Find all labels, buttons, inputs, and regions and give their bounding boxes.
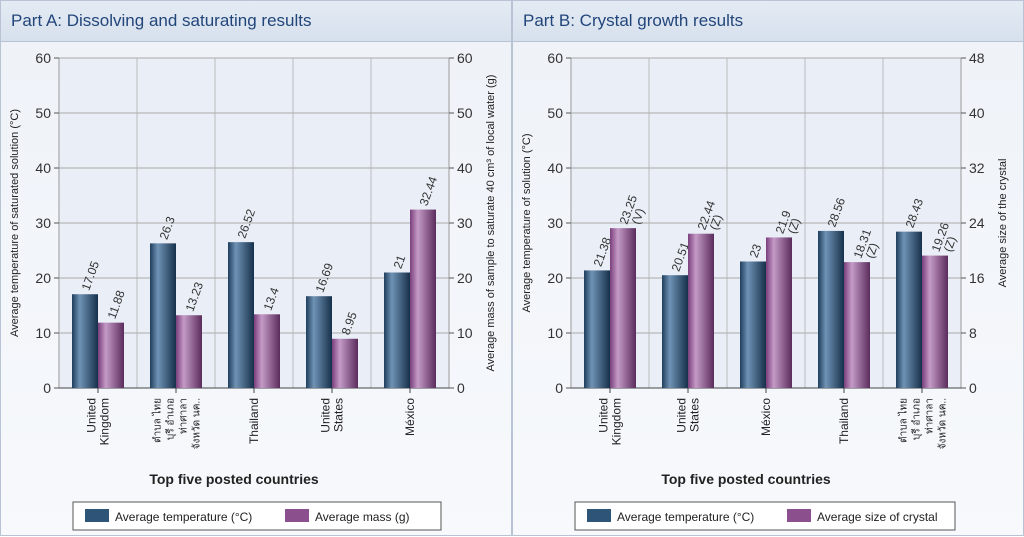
bar-mass (254, 314, 280, 388)
y-tick-label: 0 (555, 380, 563, 396)
y-tick-label: 50 (35, 105, 51, 121)
y2-tick-label: 60 (457, 50, 473, 66)
bar-temperature (740, 261, 766, 388)
y-tick-label: 50 (547, 105, 563, 121)
legend-label: Average size of crystal (817, 510, 938, 524)
y-axis-label: Average temperature of solution (°C) (521, 133, 533, 312)
data-label: 23 (747, 242, 765, 260)
x-tick-label: Thailand (247, 398, 261, 444)
data-label: (Z) (707, 213, 725, 232)
legend-swatch (85, 509, 109, 522)
y-tick-label: 30 (35, 215, 51, 231)
x-tick-label: ท่าศาลา (925, 398, 936, 434)
chart-part-b: 0 10 20 30 40 50 60 0 8 16 24 32 40 48 Average tempera… (521, 50, 1009, 531)
bar-temperature (896, 231, 922, 388)
legend-label: Average mass (g) (315, 510, 409, 524)
legend-swatch (587, 509, 611, 522)
y2-tick-label: 0 (457, 380, 465, 396)
y-tick-label: 20 (35, 270, 51, 286)
bar-temperature (150, 243, 176, 388)
data-label: (Z) (785, 216, 803, 235)
panel-title: Part A: Dissolving and saturating result… (1, 1, 511, 42)
x-tick-label: México (759, 398, 773, 436)
y2-tick-label: 30 (457, 215, 473, 231)
x-tick-label: States (688, 398, 702, 432)
y2-tick-label: 50 (457, 105, 473, 121)
y2-tick-label: 24 (969, 215, 985, 231)
bar-mass (610, 228, 636, 388)
y-tick-label: 60 (35, 50, 51, 66)
x-tick-label: United (597, 398, 611, 433)
y-tick-label: 10 (35, 325, 51, 341)
panel-part-a: Part A: Dissolving and saturating result… (0, 0, 512, 536)
x-tick-label: ตำบล ไทย (152, 398, 164, 443)
bar-mass (844, 262, 870, 388)
legend (72, 501, 442, 531)
y-tick-label: 10 (547, 325, 563, 341)
x-tick-label: United (319, 398, 333, 433)
y2-tick-label: 32 (969, 160, 985, 176)
x-tick-label: Kingdom (98, 398, 112, 445)
chart-part-a: 0 10 20 30 40 50 60 0 10 20 30 40 50 60 Average temper… (9, 50, 497, 531)
data-label: 21 (391, 253, 409, 271)
x-axis-label: Top five posted countries (661, 471, 831, 487)
x-tick-label: ตำบล ไทย (898, 398, 910, 443)
y-tick-label: 40 (547, 160, 563, 176)
y2-tick-label: 40 (457, 160, 473, 176)
x-axis-label: Top five posted countries (149, 471, 319, 487)
bar-temperature (818, 230, 844, 388)
bar-mass (688, 233, 714, 388)
data-label: (Z) (863, 241, 881, 260)
bar-temperature (384, 272, 410, 388)
x-tick-label: ท่าศาลา (179, 398, 190, 434)
x-tick-label: บุรี อำเภอ (165, 398, 177, 440)
y-tick-label: 60 (547, 50, 563, 66)
y2-tick-label: 0 (969, 380, 977, 396)
legend-swatch (787, 509, 811, 522)
y-tick-label: 20 (547, 270, 563, 286)
y2-tick-label: 8 (969, 325, 977, 341)
bar-temperature (228, 242, 254, 388)
bar-mass (410, 209, 436, 388)
x-tick-label: Kingdom (610, 398, 624, 445)
data-label: (V) (629, 206, 648, 226)
y2-tick-label: 16 (969, 270, 985, 286)
bar-temperature (584, 270, 610, 388)
bar-mass (176, 315, 202, 388)
data-label: (Z) (941, 234, 959, 253)
bar-temperature (306, 296, 332, 388)
y-tick-label: 40 (35, 160, 51, 176)
bar-mass (98, 322, 124, 388)
bar-mass (766, 237, 792, 388)
panel-part-b: Part B: Crystal growth results 0 10 20 30 40… (512, 0, 1024, 536)
legend-swatch (285, 509, 309, 522)
y2-tick-label: 10 (457, 325, 473, 341)
panel-title: Part B: Crystal growth results (513, 1, 1023, 42)
legend-label: Average temperature (°C) (115, 510, 252, 524)
y2-axis-label: Average mass of sample to saturate 40 cm… (485, 75, 497, 372)
bar-temperature (662, 275, 688, 388)
x-tick-label: Thailand (837, 398, 851, 444)
x-tick-label: บุรี อำเภอ (911, 398, 923, 440)
legend-label: Average temperature (°C) (617, 510, 754, 524)
x-tick-label: States (332, 398, 346, 432)
bar-temperature (72, 294, 98, 388)
y2-axis-label: Average size of the crystal (997, 159, 1009, 288)
x-tick-label: United (675, 398, 689, 433)
x-tick-label: México (403, 398, 417, 436)
bar-mass (332, 338, 358, 388)
bar-mass (922, 255, 948, 388)
x-tick-label: United (85, 398, 99, 433)
y-tick-label: 0 (43, 380, 51, 396)
y-axis-label: Average temperature of saturated solutio… (9, 109, 21, 337)
x-tick-label: จังหวัด นค.. (938, 398, 949, 449)
y2-tick-label: 40 (969, 105, 985, 121)
x-tick-label: จังหวัด นค.. (192, 398, 203, 449)
y2-tick-label: 20 (457, 270, 473, 286)
y2-tick-label: 48 (969, 50, 985, 66)
y-tick-label: 30 (547, 215, 563, 231)
legend (574, 501, 956, 531)
